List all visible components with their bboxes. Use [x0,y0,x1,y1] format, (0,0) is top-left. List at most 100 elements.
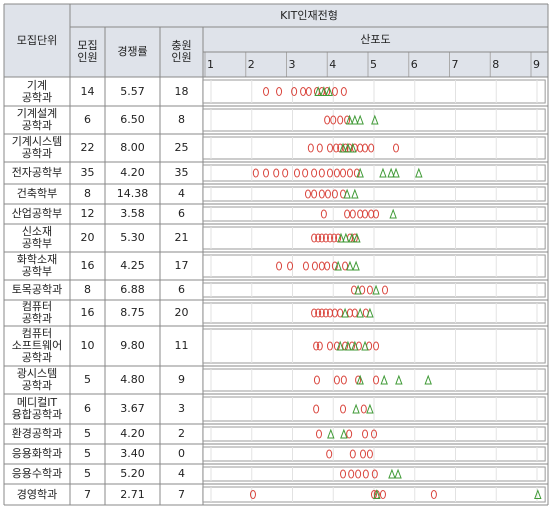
circle-marker [340,375,347,385]
circle-marker [349,209,356,219]
circle-marker [357,209,364,219]
triangle-marker [534,489,542,499]
circle-marker [263,168,270,178]
scale-tick-label: 2 [247,57,255,71]
column-header: 경쟁률 [117,45,148,58]
competition-ratio: 6.50 [120,113,145,126]
circle-marker [331,189,338,199]
circle-marker [276,87,283,96]
circle-marker [326,233,333,243]
triangle-marker [348,232,356,243]
quota: 16 [80,259,95,272]
filled-count: 21 [174,231,189,244]
circle-marker [331,233,338,243]
circle-marker [315,233,322,243]
circle-marker [305,87,312,96]
scale-tick-label: 1 [207,57,214,71]
triangle-marker [337,232,345,243]
circle-marker [293,168,300,178]
quota: 5 [84,427,91,440]
triangle-marker [325,86,333,96]
filled-count: 6 [178,207,185,220]
column-header: 모집단위 [16,33,58,47]
circle-marker [362,469,369,479]
quota: 12 [80,207,95,220]
triangle-marker [346,260,354,271]
scale-tick-label: 8 [492,57,500,71]
filled-count: 8 [178,113,185,126]
circle-marker [393,143,400,153]
circle-marker [346,429,353,439]
triangle-marker [361,340,369,351]
competition-ratio: 3.67 [120,402,145,415]
circle-marker [362,429,369,439]
circle-marker [331,87,338,96]
unit-name: 응용수학과 [11,467,63,480]
circle-marker [360,404,367,414]
triangle-marker [327,428,335,439]
circle-marker [359,449,366,459]
circle-marker [282,168,289,178]
circle-marker [362,209,369,219]
triangle-marker [415,167,423,178]
circle-marker [368,209,375,219]
competition-ratio: 8.00 [120,141,145,154]
circle-marker [346,308,353,318]
unit-name: 화학소재 공학부 [16,253,58,278]
circle-marker [315,308,322,318]
unit-name: 광시스템 공학과 [16,367,58,392]
triangle-marker [344,142,352,153]
circle-marker [340,469,347,479]
circle-marker [373,341,380,351]
circle-marker [355,469,362,479]
unit-name: 신소재 공학부 [21,225,53,250]
quota: 14 [80,84,95,98]
unit-name: 기계 공학과 [21,78,53,104]
triangle-marker [387,167,395,178]
circle-marker [322,233,329,243]
circle-marker [249,490,256,499]
circle-marker [340,168,347,178]
triangle-marker [356,307,364,318]
triangle-marker [356,114,364,125]
triangle-marker [394,468,402,479]
triangle-marker [342,232,350,243]
quota: 6 [84,402,91,415]
circle-marker [430,490,437,499]
quota: 20 [80,231,95,244]
circle-marker [330,115,337,125]
circle-marker [362,143,369,153]
filled-count: 35 [174,166,189,179]
filled-count: 6 [178,283,185,296]
triangle-marker [334,260,342,271]
circle-marker [342,261,349,271]
circle-marker [340,87,347,96]
circle-marker [324,115,331,125]
unit-name: 메디컬IT 융합공학과 [11,396,63,421]
scale-tick-label: 6 [410,57,418,71]
circle-marker [368,143,375,153]
competition-ratio: 4.25 [120,259,145,272]
circle-marker [333,143,340,153]
circle-marker [326,168,333,178]
circle-marker [340,404,347,414]
filled-count: 20 [174,306,189,319]
circle-marker [318,189,325,199]
filled-count: 3 [178,402,185,415]
triangle-marker [395,374,403,385]
competition-ratio: 14.38 [116,187,149,200]
circle-marker [304,189,311,199]
circle-marker [333,168,340,178]
triangle-marker [366,403,374,414]
quota: 7 [84,487,91,501]
circle-marker [371,469,378,479]
circle-marker [276,261,283,271]
triangle-marker [340,428,348,439]
unit-name: 응용화학과 [11,447,63,460]
triangle-marker [339,142,347,153]
competition-ratio: 2.71 [120,487,145,501]
triangle-marker [379,167,387,178]
circle-marker [366,285,373,295]
